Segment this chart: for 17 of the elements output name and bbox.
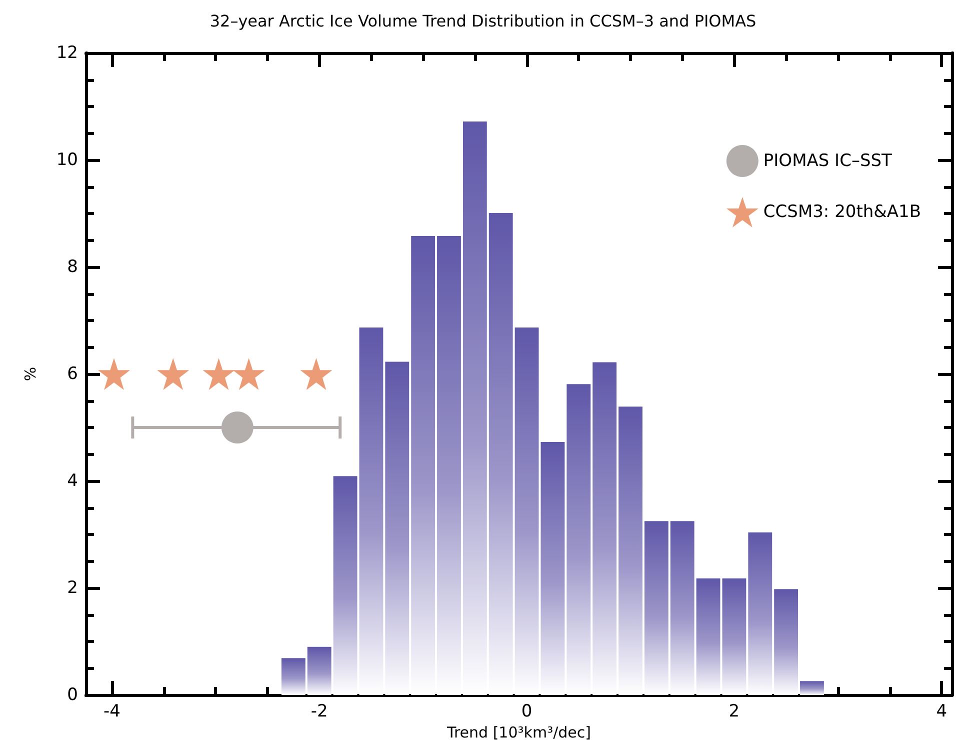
y-axis-title: % xyxy=(22,366,40,382)
y-tick-label: 4 xyxy=(67,471,78,491)
legend-label: PIOMAS IC–SST xyxy=(763,151,893,171)
y-tick-label: 10 xyxy=(56,150,78,170)
x-axis-title: Trend [10³km³/dec] xyxy=(446,723,591,742)
legend-label: CCSM3: 20th&A1B xyxy=(763,202,922,222)
y-tick-label: 12 xyxy=(56,43,78,63)
x-tick-label: -4 xyxy=(103,702,120,722)
chart-title: 32–year Arctic Ice Volume Trend Distribution in CCSM–3 and PIOMAS xyxy=(210,12,756,30)
x-tick-label: 2 xyxy=(728,702,740,722)
y-tick-label: 2 xyxy=(67,578,78,598)
y-tick-label: 6 xyxy=(67,364,78,384)
y-tick-label: 8 xyxy=(67,257,78,277)
y-tick-label: 0 xyxy=(67,685,78,705)
x-tick-label: 4 xyxy=(936,702,948,722)
x-tick-label: -2 xyxy=(310,702,328,722)
x-tick-label: 0 xyxy=(521,702,532,722)
